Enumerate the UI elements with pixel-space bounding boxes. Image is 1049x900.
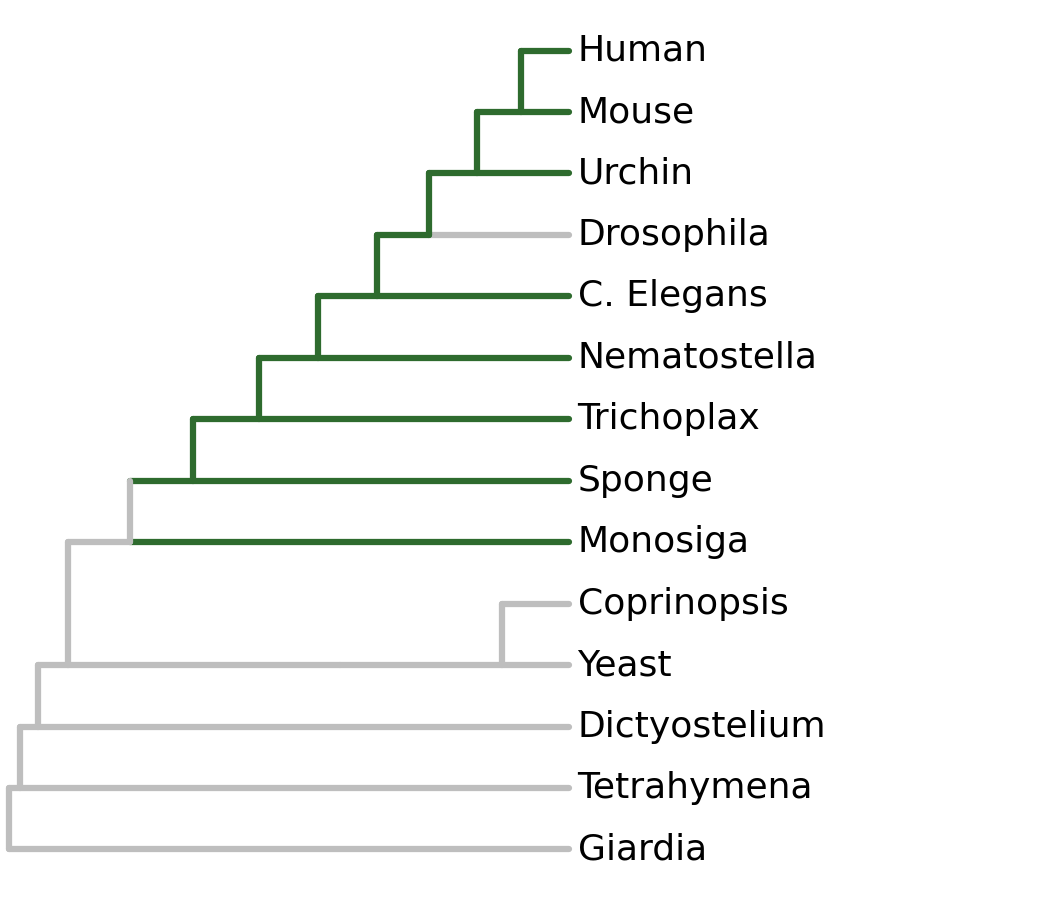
Text: Nematostella: Nematostella xyxy=(578,341,817,374)
Text: Tetrahymena: Tetrahymena xyxy=(578,771,813,805)
Text: Monosiga: Monosiga xyxy=(578,526,750,559)
Text: Human: Human xyxy=(578,33,707,68)
Text: Drosophila: Drosophila xyxy=(578,218,770,252)
Text: C. Elegans: C. Elegans xyxy=(578,279,767,313)
Text: Sponge: Sponge xyxy=(578,464,713,498)
Text: Dictyostelium: Dictyostelium xyxy=(578,709,827,743)
Text: Mouse: Mouse xyxy=(578,95,694,129)
Text: Urchin: Urchin xyxy=(578,157,693,191)
Text: Trichoplax: Trichoplax xyxy=(578,402,761,436)
Text: Giardia: Giardia xyxy=(578,832,707,867)
Text: Coprinopsis: Coprinopsis xyxy=(578,587,788,621)
Text: Yeast: Yeast xyxy=(578,648,672,682)
